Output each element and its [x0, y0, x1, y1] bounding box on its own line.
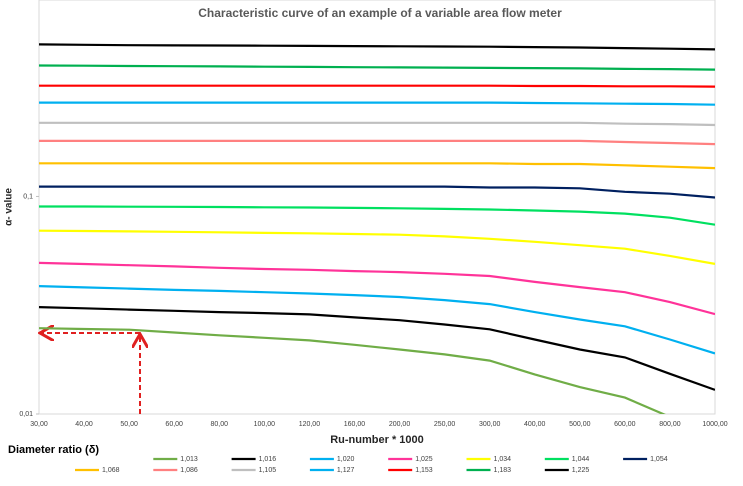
legend-label: 1,044 [572, 456, 590, 463]
legend-label: 1,054 [650, 456, 668, 463]
series-line [39, 43, 715, 51]
x-axis-label: Ru-number * 1000 [330, 434, 424, 446]
x-tick-label: 100,00 [254, 421, 276, 428]
x-tick-label: 80,00 [211, 421, 229, 428]
legend-label: 1,105 [259, 467, 277, 474]
series-line [39, 205, 715, 226]
chart-title: Characteristic curve of an example of a … [198, 6, 562, 20]
y-tick-label: 0,01 [19, 411, 33, 418]
legend-label: 1,013 [180, 456, 198, 463]
series-line [39, 229, 715, 265]
series-line [39, 285, 715, 355]
legend-label: 1,016 [259, 456, 277, 463]
series-line [39, 139, 715, 146]
legend-label: 1,025 [415, 456, 433, 463]
series-line [39, 327, 666, 414]
series-line [39, 84, 715, 88]
y-axis-label: α- value [4, 188, 15, 226]
x-tick-label: 40,00 [75, 421, 93, 428]
x-tick-label: 1000,00 [702, 421, 727, 428]
legend-label: 1,068 [102, 467, 120, 474]
legend-label: 1,127 [337, 467, 355, 474]
x-tick-label: 500,00 [569, 421, 591, 428]
legend-label: 1,183 [494, 467, 512, 474]
x-tick-label: 60,00 [165, 421, 183, 428]
x-tick-label: 300,00 [479, 421, 501, 428]
y-tick-label: 0,1 [23, 193, 33, 200]
x-tick-label: 160,00 [344, 421, 366, 428]
series-line [39, 306, 715, 391]
x-tick-label: 120,00 [299, 421, 321, 428]
x-tick-label: 200,00 [389, 421, 411, 428]
series-line [39, 121, 715, 127]
x-tick-label: 400,00 [524, 421, 546, 428]
x-tick-label: 600,00 [614, 421, 636, 428]
legend-label: 1,225 [572, 467, 590, 474]
legend-label: 1,153 [415, 467, 433, 474]
x-tick-label: 800,00 [659, 421, 681, 428]
series-group [39, 43, 715, 414]
x-tick-label: 30,00 [30, 421, 48, 428]
legend-title: Diameter ratio (δ) [8, 444, 99, 456]
x-tick-label: 250,00 [434, 421, 456, 428]
series-line [39, 162, 715, 170]
series-line [39, 64, 715, 71]
legend-label: 1,086 [180, 467, 198, 474]
series-line [39, 185, 715, 199]
series-line [39, 101, 715, 106]
legend-label: 1,034 [494, 456, 512, 463]
series-line [39, 261, 715, 316]
annotation-arrows [42, 333, 140, 414]
legend-label: 1,020 [337, 456, 355, 463]
x-tick-label: 50,00 [120, 421, 138, 428]
